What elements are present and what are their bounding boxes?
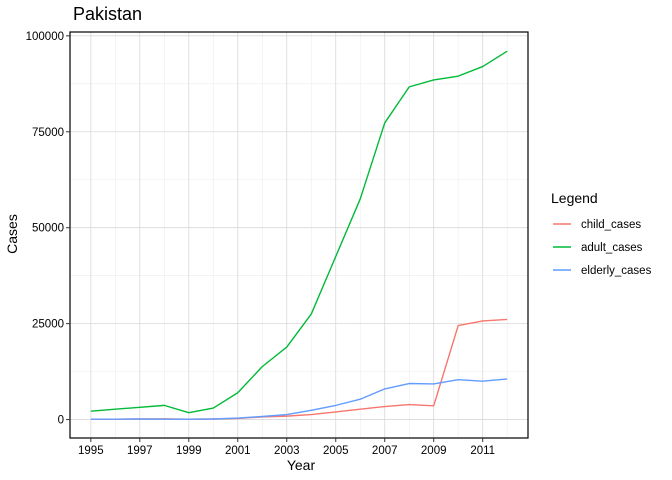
y-axis: 0 25000 50000 75000 100000 bbox=[26, 31, 70, 427]
x-tick-label: 2001 bbox=[225, 445, 251, 457]
legend: Legend child_cases adult_cases elderly_cas… bbox=[551, 190, 652, 277]
series-lines bbox=[90, 50, 508, 420]
x-tick-label: 2005 bbox=[323, 445, 349, 457]
gridlines bbox=[70, 32, 528, 438]
legend-label-elderly-cases: elderly_cases bbox=[581, 265, 652, 277]
series-line-adult-cases bbox=[90, 50, 508, 414]
legend-label-child-cases: child_cases bbox=[581, 219, 641, 231]
series-line-elderly-cases bbox=[90, 378, 508, 420]
legend-title: Legend bbox=[551, 190, 598, 206]
x-tick-label: 2007 bbox=[372, 445, 398, 457]
y-tick-label: 0 bbox=[58, 415, 64, 427]
plot-panel-border bbox=[69, 31, 529, 439]
x-tick-label: 1999 bbox=[176, 445, 202, 457]
x-tick-label: 1995 bbox=[78, 445, 104, 457]
x-tick-label: 2003 bbox=[274, 445, 300, 457]
y-tick-label: 75000 bbox=[32, 127, 64, 139]
y-axis-title: Cases bbox=[4, 214, 20, 254]
chart-title: Pakistan bbox=[73, 4, 142, 24]
y-tick-label: 100000 bbox=[26, 31, 64, 43]
x-tick-label: 2009 bbox=[421, 445, 447, 457]
y-tick-label: 50000 bbox=[32, 223, 64, 235]
x-tick-label: 1997 bbox=[127, 445, 153, 457]
series-line-child-cases bbox=[90, 318, 508, 420]
x-tick-label: 2011 bbox=[470, 445, 495, 457]
y-tick-label: 25000 bbox=[32, 319, 64, 331]
x-axis-title: Year bbox=[287, 457, 316, 473]
legend-label-adult-cases: adult_cases bbox=[581, 242, 643, 254]
x-axis: 1995 1997 1999 2001 2003 2005 2007 2009 2011 bbox=[78, 438, 495, 457]
